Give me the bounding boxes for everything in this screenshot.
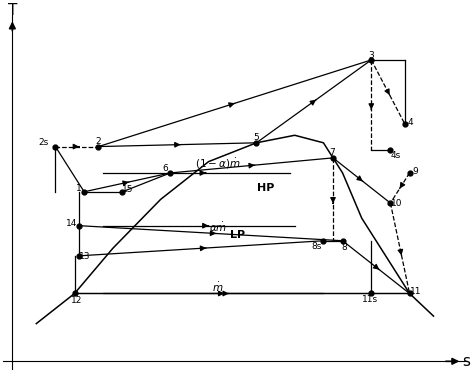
Text: 8s: 8s bbox=[311, 242, 321, 251]
Text: 2s: 2s bbox=[38, 138, 48, 147]
Text: 5: 5 bbox=[254, 134, 259, 142]
Text: 9: 9 bbox=[412, 167, 418, 176]
Text: 14: 14 bbox=[66, 219, 77, 228]
Text: 4s: 4s bbox=[390, 151, 401, 160]
Text: 11: 11 bbox=[410, 287, 421, 296]
Text: HP: HP bbox=[257, 183, 275, 193]
Text: $(1-\alpha)\dot{m}$: $(1-\alpha)\dot{m}$ bbox=[195, 156, 241, 170]
Text: LP: LP bbox=[230, 230, 245, 240]
Text: 1: 1 bbox=[75, 184, 81, 192]
Text: 12: 12 bbox=[71, 296, 82, 305]
Text: s: s bbox=[462, 354, 470, 369]
Text: 15: 15 bbox=[121, 185, 133, 194]
Text: 2: 2 bbox=[96, 137, 101, 146]
Text: 4: 4 bbox=[408, 117, 413, 126]
Text: 6: 6 bbox=[163, 163, 168, 173]
Text: 8: 8 bbox=[341, 243, 347, 252]
Text: 10: 10 bbox=[391, 198, 402, 208]
Text: 3: 3 bbox=[368, 50, 374, 60]
Text: $\alpha\dot{m}$: $\alpha\dot{m}$ bbox=[209, 221, 227, 234]
Text: $\dot{m}$: $\dot{m}$ bbox=[212, 281, 224, 294]
Text: 11s: 11s bbox=[362, 295, 378, 304]
Text: 7: 7 bbox=[329, 148, 335, 157]
Text: 13: 13 bbox=[79, 253, 91, 261]
Text: T: T bbox=[8, 3, 17, 19]
